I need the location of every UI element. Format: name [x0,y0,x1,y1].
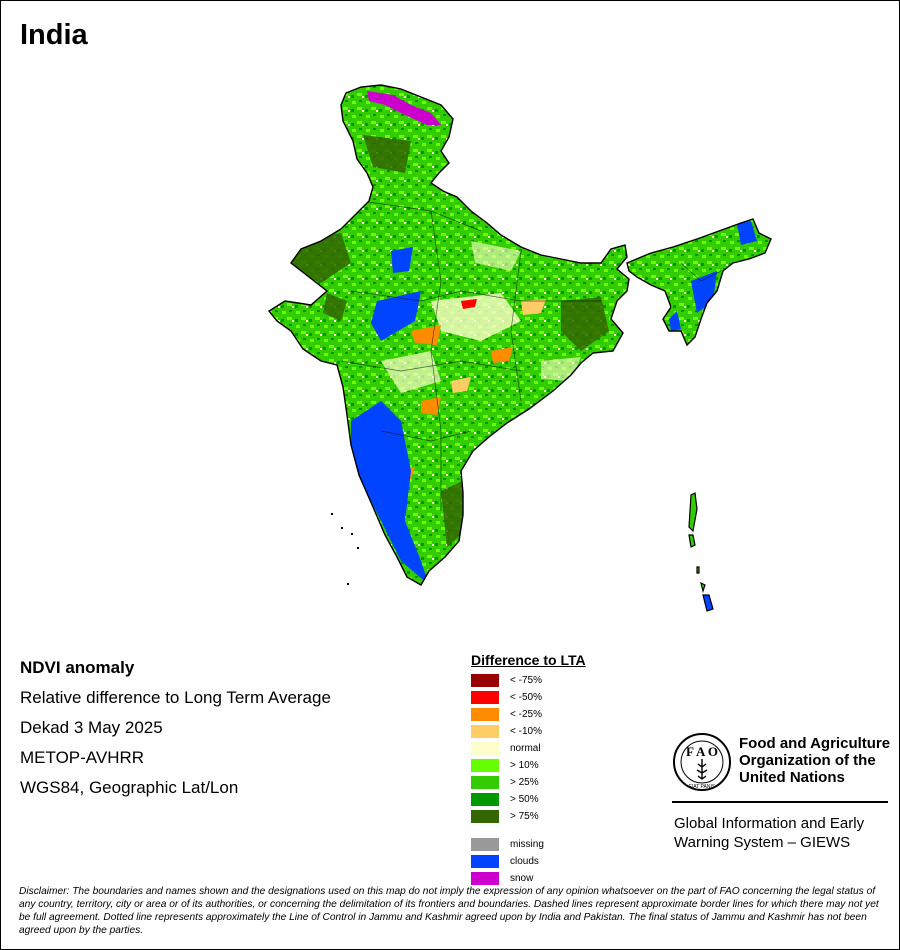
snow-cover [367,91,441,125]
india-ndvi-map [267,84,772,612]
legend-label: > 25% [510,777,539,788]
lakshadweep-islands [331,513,359,585]
legend-label: > 50% [510,794,539,805]
legend-label: clouds [510,856,539,867]
legend-label: < -25% [510,709,542,720]
map-info: NDVI anomaly Relative difference to Long… [20,656,331,806]
legend-swatch [471,674,499,687]
info-projection: WGS84, Geographic Lat/Lon [20,778,239,797]
legend-label: < -10% [510,726,542,737]
legend-swatch [471,838,499,851]
fao-logo-motto: FIAT PANIS [689,784,716,790]
disclaimer-text: Disclaimer: The boundaries and names sho… [19,886,879,936]
map-title: India [20,19,88,51]
giews-line-1: Global Information and Early [674,815,865,832]
legend-label: < -50% [510,692,542,703]
legend-swatch [471,810,499,823]
legend-swatch [471,742,499,755]
giews-label: Global Information and Early Warning Sys… [674,814,889,852]
ndvi-vegetation-layer [269,85,771,585]
legend-swatch [471,793,499,806]
info-period: Dekad 3 May 2025 [20,718,163,737]
fao-org-line-1: Food and Agriculture [739,735,891,752]
map-legend: Difference to LTA < -75% < -50% < -25% < -1… [471,652,586,885]
fao-org-line-2: Organization of the [739,752,876,769]
legend-label: missing [510,839,544,850]
fao-organization-name: Food and Agriculture Organization of the… [739,735,890,786]
legend-swatch [471,872,499,885]
dense-vegetation-zones [289,135,609,547]
legend-swatch [471,855,499,868]
admin-boundaries [340,200,722,511]
legend-swatch [471,725,499,738]
legend-label: normal [510,743,541,754]
info-description: Relative difference to Long Term Average [20,688,331,707]
country-outline [267,84,772,586]
giews-line-2: Warning System – GIEWS [674,834,851,851]
legend-label: snow [510,873,534,884]
normal-anomaly-zones [381,241,581,393]
fao-org-line-3: United Nations [739,769,845,786]
legend-title: Difference to LTA [471,652,586,668]
legend-swatch [471,759,499,772]
fao-logo: F A O FIAT PANIS [672,732,732,797]
info-heading: NDVI anomaly [20,658,135,677]
legend-label: > 75% [510,811,539,822]
cloud-cover [351,221,757,585]
legend-swatch [471,691,499,704]
svg-text:F A O: F A O [686,744,718,759]
legend-swatch [471,776,499,789]
info-sensor: METOP-AVHRR [20,748,145,767]
legend-label: < -75% [510,675,542,686]
legend-swatch [471,708,499,721]
andaman-nicobar-islands [688,492,714,612]
fao-divider [672,801,888,803]
negative-anomaly-zones [401,299,546,481]
legend-label: > 10% [510,760,539,771]
